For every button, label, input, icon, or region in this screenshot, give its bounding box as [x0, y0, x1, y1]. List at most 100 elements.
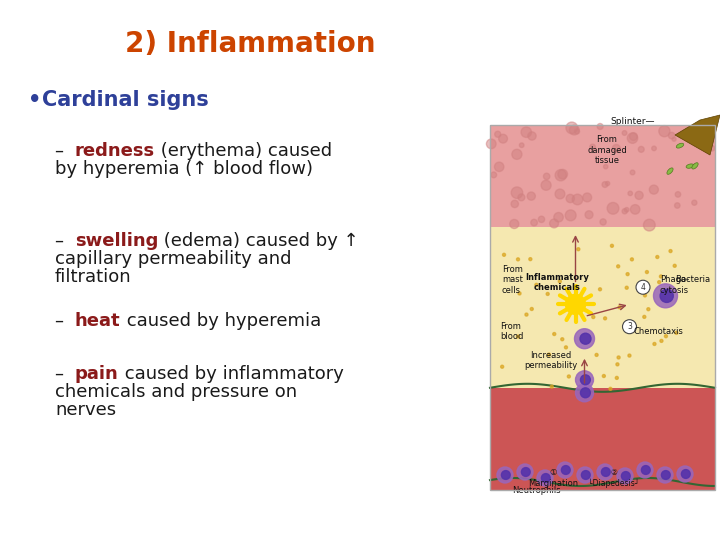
- Circle shape: [630, 170, 635, 175]
- Circle shape: [511, 187, 523, 199]
- Text: (erythema) caused: (erythema) caused: [155, 142, 332, 160]
- Circle shape: [659, 126, 670, 137]
- Circle shape: [616, 363, 619, 366]
- Circle shape: [565, 294, 585, 314]
- Circle shape: [557, 462, 573, 478]
- Circle shape: [597, 124, 603, 130]
- Circle shape: [635, 191, 643, 199]
- Circle shape: [654, 284, 678, 308]
- Circle shape: [681, 470, 690, 478]
- Circle shape: [546, 293, 549, 295]
- Ellipse shape: [667, 168, 673, 174]
- Circle shape: [541, 474, 550, 482]
- Circle shape: [644, 219, 655, 231]
- Circle shape: [657, 467, 673, 483]
- Circle shape: [577, 467, 593, 483]
- Text: pain: pain: [75, 365, 119, 383]
- Circle shape: [558, 170, 567, 179]
- Text: Inflammatory
chemicals: Inflammatory chemicals: [526, 273, 590, 292]
- Text: nerves: nerves: [55, 401, 116, 419]
- Circle shape: [517, 335, 520, 338]
- Circle shape: [528, 132, 536, 140]
- Ellipse shape: [676, 143, 684, 148]
- Circle shape: [582, 193, 592, 202]
- Circle shape: [662, 296, 665, 299]
- Circle shape: [698, 123, 708, 134]
- Circle shape: [657, 281, 661, 284]
- Circle shape: [629, 133, 637, 140]
- Circle shape: [677, 466, 693, 482]
- Circle shape: [582, 470, 590, 480]
- Circle shape: [531, 219, 537, 226]
- Circle shape: [617, 356, 620, 359]
- Circle shape: [665, 335, 667, 338]
- Circle shape: [627, 133, 638, 143]
- Circle shape: [603, 165, 608, 169]
- Text: From
damaged
tissue: From damaged tissue: [587, 135, 627, 165]
- Circle shape: [638, 146, 644, 152]
- Circle shape: [567, 375, 570, 378]
- Circle shape: [525, 313, 528, 316]
- Circle shape: [572, 194, 582, 205]
- Ellipse shape: [692, 163, 698, 169]
- Circle shape: [575, 371, 593, 389]
- Text: (edema) caused by ↑: (edema) caused by ↑: [158, 232, 359, 250]
- Circle shape: [575, 384, 593, 402]
- Circle shape: [521, 468, 530, 476]
- Text: –: –: [55, 232, 70, 250]
- Circle shape: [637, 462, 653, 478]
- Text: capillary permeability and: capillary permeability and: [55, 250, 292, 268]
- Circle shape: [518, 292, 521, 295]
- Circle shape: [547, 353, 551, 356]
- Circle shape: [527, 192, 536, 200]
- Circle shape: [519, 143, 524, 147]
- Circle shape: [558, 280, 562, 283]
- Circle shape: [675, 332, 678, 334]
- Polygon shape: [675, 115, 720, 155]
- Text: ①
Margination: ① Margination: [528, 468, 578, 488]
- Bar: [490, 125, 715, 227]
- Circle shape: [675, 192, 680, 197]
- Circle shape: [495, 131, 501, 137]
- Circle shape: [628, 191, 632, 195]
- Circle shape: [590, 144, 595, 150]
- Circle shape: [662, 470, 670, 480]
- Circle shape: [487, 139, 496, 148]
- Circle shape: [609, 387, 612, 390]
- Text: caused by inflammatory: caused by inflammatory: [119, 365, 343, 383]
- Text: caused by hyperemia: caused by hyperemia: [121, 312, 321, 330]
- Bar: [490, 125, 715, 490]
- Circle shape: [645, 271, 649, 274]
- Circle shape: [595, 353, 598, 356]
- Text: 2) Inflammation: 2) Inflammation: [125, 30, 375, 58]
- Circle shape: [649, 185, 658, 194]
- Text: •: •: [28, 90, 41, 110]
- Circle shape: [668, 132, 675, 139]
- Circle shape: [562, 465, 570, 475]
- Circle shape: [631, 258, 634, 261]
- Text: Neutrophils: Neutrophils: [513, 487, 561, 495]
- Circle shape: [660, 275, 662, 278]
- Circle shape: [668, 287, 671, 290]
- Circle shape: [660, 339, 663, 342]
- Bar: [490, 388, 715, 490]
- Circle shape: [623, 320, 636, 334]
- Circle shape: [612, 144, 620, 152]
- Text: Chemotaxis: Chemotaxis: [634, 327, 684, 336]
- Circle shape: [500, 365, 504, 368]
- Circle shape: [673, 264, 676, 267]
- Circle shape: [518, 194, 525, 201]
- Circle shape: [585, 211, 593, 219]
- Circle shape: [491, 172, 497, 178]
- Circle shape: [597, 464, 613, 480]
- Circle shape: [675, 203, 680, 208]
- Circle shape: [618, 306, 621, 309]
- Ellipse shape: [686, 164, 694, 168]
- Circle shape: [561, 338, 564, 341]
- Circle shape: [603, 375, 606, 377]
- Circle shape: [660, 289, 673, 302]
- Circle shape: [626, 273, 629, 275]
- Circle shape: [652, 146, 657, 151]
- Text: Phago-
cytosis: Phago- cytosis: [660, 275, 689, 295]
- Text: swelling: swelling: [75, 232, 158, 250]
